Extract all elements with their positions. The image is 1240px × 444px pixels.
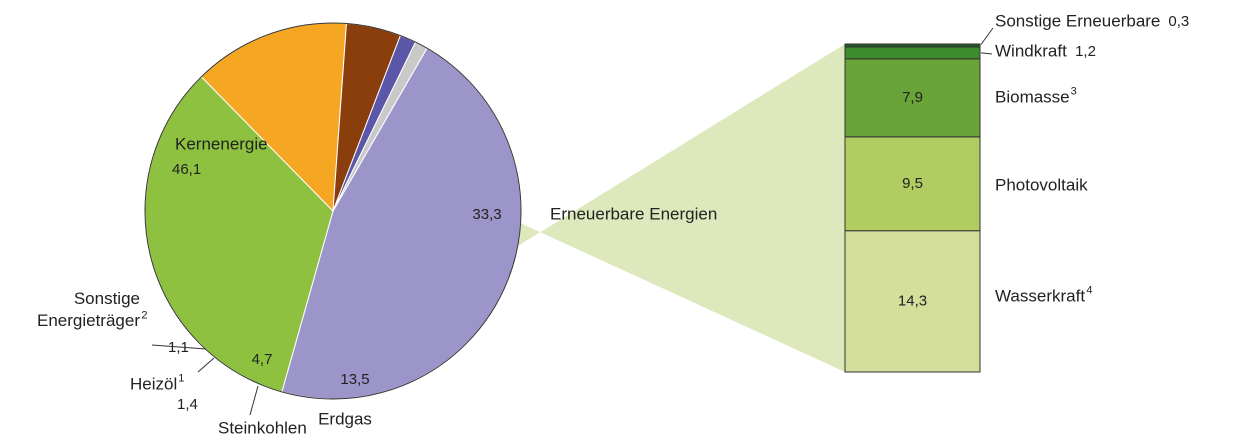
value-label: 33,3 xyxy=(472,206,501,223)
category-label: Erdgas xyxy=(318,409,372,428)
category-label: Steinkohlen xyxy=(218,418,307,437)
value-label: 46,1 xyxy=(172,161,201,178)
value-label: 1,1 xyxy=(168,339,189,356)
pie-outline xyxy=(144,22,522,400)
category-label: Sonstige Energieträger xyxy=(37,289,140,330)
category-label: Wasserkraft xyxy=(995,286,1085,305)
category-label: Sonstige Erneuerbare xyxy=(995,11,1160,30)
value-label: 13,5 xyxy=(340,371,369,388)
value-label: 14,3 xyxy=(898,292,927,309)
leader-line xyxy=(249,385,259,416)
bar-segment xyxy=(844,136,981,232)
category-label: Photovoltaik xyxy=(995,175,1088,194)
footnote-marker: 1 xyxy=(178,372,184,384)
footnote-marker: 2 xyxy=(141,309,147,321)
category-label: Biomasse xyxy=(995,87,1070,106)
value-label: 1,2 xyxy=(1075,43,1096,60)
value-label: 4,7 xyxy=(252,351,273,368)
footnote-marker: 4 xyxy=(1086,284,1092,296)
category-label: Erneuerbare Energien xyxy=(550,204,717,223)
category-label: Kernenergie xyxy=(175,134,268,153)
value-label: 1,4 xyxy=(177,396,198,413)
footnote-marker: 3 xyxy=(1071,85,1077,97)
value-label: 0,3 xyxy=(1168,13,1189,30)
bar-segment xyxy=(844,46,981,60)
category-label: Heizöl xyxy=(130,374,177,393)
leader-line xyxy=(980,52,993,55)
value-label: 7,9 xyxy=(902,89,923,106)
value-label: 9,5 xyxy=(902,175,923,192)
leader-line xyxy=(197,357,215,373)
leader-line xyxy=(151,344,207,350)
bar-segment xyxy=(844,58,981,138)
leader-line xyxy=(980,27,994,45)
category-label: Windkraft xyxy=(995,41,1067,60)
bar-outline xyxy=(844,43,981,373)
